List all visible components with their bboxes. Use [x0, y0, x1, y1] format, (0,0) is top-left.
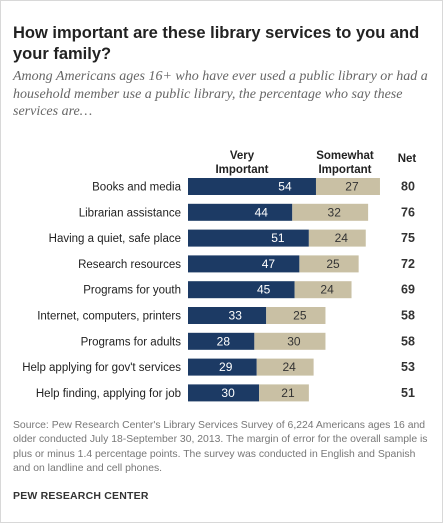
- bar-somewhat-important: [299, 255, 359, 273]
- value-label-very: 28: [217, 334, 231, 348]
- bar-very-important: [188, 229, 309, 247]
- header-very-important: Very Important: [215, 150, 269, 176]
- bar-somewhat-important: [308, 229, 366, 247]
- value-label-very: 54: [278, 180, 292, 194]
- value-label-somewhat: 27: [345, 180, 359, 194]
- value-label-net: 72: [401, 257, 415, 271]
- value-label-very: 45: [257, 283, 271, 297]
- bar-somewhat-important: [266, 307, 326, 324]
- value-label-net: 69: [401, 283, 415, 297]
- bar-somewhat-important: [294, 281, 352, 299]
- value-label-net: 75: [401, 231, 415, 245]
- value-label-very: 29: [219, 360, 233, 374]
- category-label: Research resources: [78, 259, 181, 271]
- category-label: Programs for youth: [83, 285, 181, 297]
- value-label-somewhat: 25: [326, 257, 340, 271]
- value-label-net: 80: [401, 180, 415, 194]
- category-label: Help applying for gov't services: [22, 362, 181, 374]
- category-label: Help finding, applying for job: [36, 388, 181, 400]
- chart-title: How important are these library services…: [13, 24, 420, 63]
- value-label-very: 51: [271, 231, 285, 245]
- value-label-somewhat: 25: [293, 309, 307, 323]
- header-somewhat-important: Somewhat Important: [316, 150, 374, 176]
- bar-somewhat-important: [256, 358, 314, 376]
- brand-label: PEW RESEARCH CENTER: [13, 490, 149, 502]
- category-label: Librarian assistance: [79, 207, 181, 219]
- source-note: Source: Pew Research Center's Library Se…: [13, 420, 428, 474]
- value-label-very: 44: [255, 205, 269, 219]
- category-label: Programs for adults: [81, 336, 182, 348]
- bar-very-important: [188, 281, 295, 299]
- bar-very-important: [188, 307, 267, 324]
- value-label-net: 58: [401, 334, 415, 348]
- bar-somewhat-important: [292, 203, 369, 221]
- value-label-somewhat: 24: [282, 360, 296, 374]
- bar-very-important: [188, 203, 293, 221]
- category-label: Having a quiet, safe place: [49, 233, 181, 245]
- bar-very-important: [188, 384, 260, 402]
- bar-somewhat-important: [259, 384, 309, 402]
- bar-very-important: [188, 332, 255, 350]
- value-label-somewhat: 21: [281, 386, 295, 400]
- bar-very-important: [188, 178, 316, 195]
- value-label-somewhat: 32: [328, 205, 342, 219]
- bar-somewhat-important: [254, 332, 326, 350]
- header-net: Net: [397, 153, 417, 165]
- bar-somewhat-important: [315, 178, 380, 195]
- value-label-somewhat: 24: [335, 231, 349, 245]
- value-label-somewhat: 30: [287, 334, 301, 348]
- value-label-net: 76: [401, 205, 415, 219]
- bar-very-important: [188, 358, 257, 376]
- category-label: Internet, computers, printers: [37, 311, 181, 323]
- category-label: Books and media: [92, 182, 181, 194]
- value-label-very: 47: [262, 257, 276, 271]
- value-label-very: 33: [229, 309, 243, 323]
- value-label-net: 51: [401, 386, 415, 400]
- value-label-somewhat: 24: [320, 283, 334, 297]
- value-label-very: 30: [221, 386, 235, 400]
- value-label-net: 53: [401, 360, 415, 374]
- bar-very-important: [188, 255, 300, 273]
- chart-subtitle: Among Americans ages 16+ who have ever u…: [13, 69, 428, 119]
- value-label-net: 58: [401, 309, 415, 323]
